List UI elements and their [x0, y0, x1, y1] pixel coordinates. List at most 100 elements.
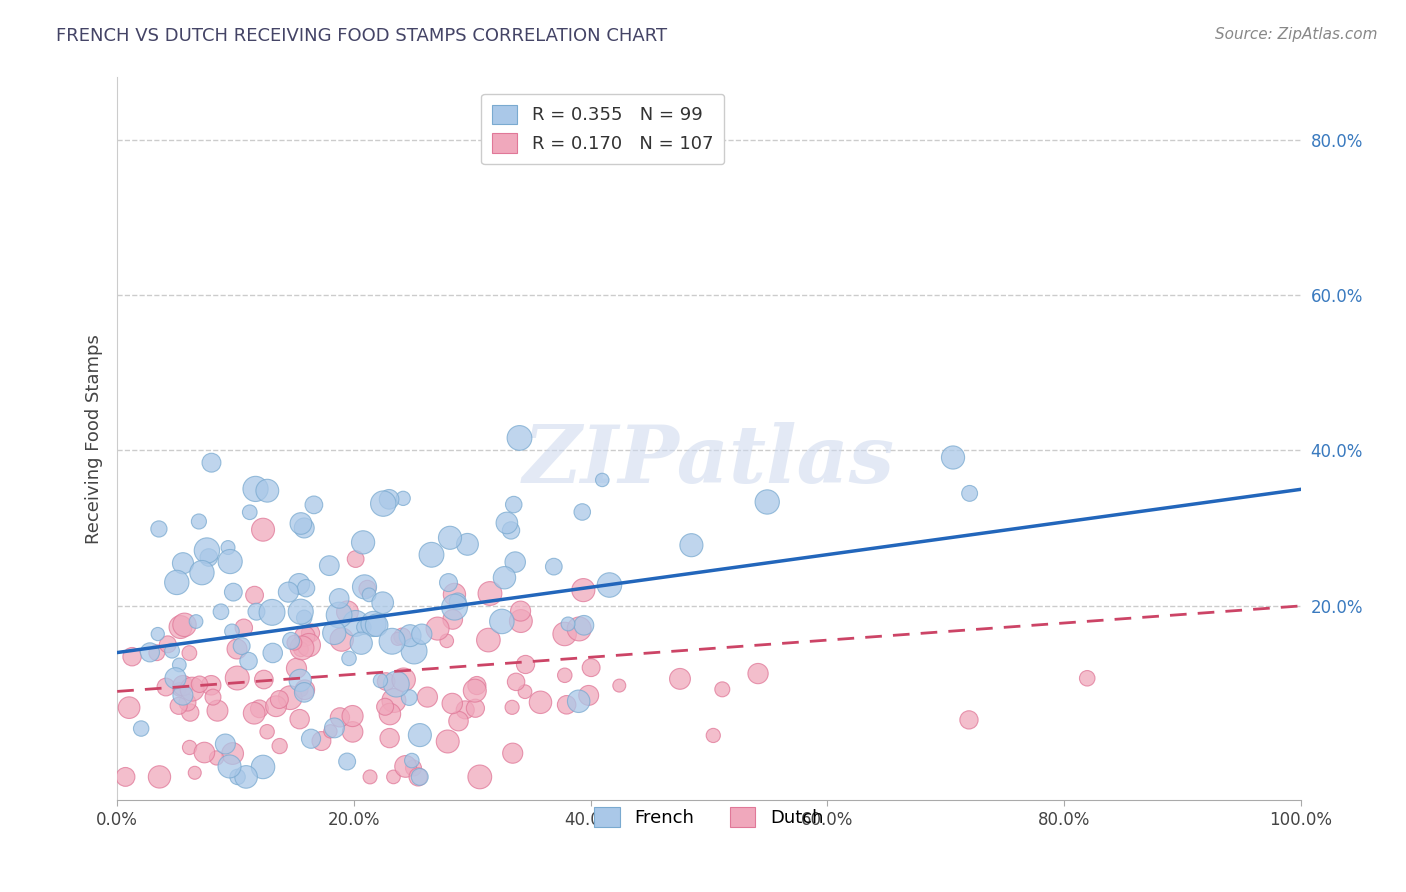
Point [409, 728, 432, 742]
Point [294, 682, 316, 697]
Point [278, 690, 301, 705]
Point [439, 531, 461, 545]
Point [191, 566, 214, 580]
Point [959, 486, 981, 500]
Point [172, 556, 194, 570]
Point [311, 734, 333, 748]
Point [118, 700, 141, 714]
Y-axis label: Receiving Food Stamps: Receiving Food Stamps [86, 334, 103, 544]
Point [420, 548, 443, 562]
Point [456, 537, 478, 551]
Point [378, 492, 401, 507]
Point [294, 629, 316, 643]
Point [290, 642, 312, 657]
Point [245, 605, 267, 619]
Point [252, 523, 274, 537]
Point [243, 588, 266, 602]
Point [437, 575, 460, 590]
Point [290, 605, 312, 619]
Point [323, 626, 346, 640]
Point [554, 627, 576, 641]
Point [352, 535, 374, 549]
Point [543, 559, 565, 574]
Point [477, 633, 499, 648]
Point [205, 751, 228, 765]
Point [121, 649, 143, 664]
Point [292, 611, 315, 625]
Point [172, 679, 194, 693]
Point [264, 699, 287, 714]
Point [148, 522, 170, 536]
Point [247, 702, 270, 716]
Point [200, 678, 222, 692]
Point [392, 673, 415, 687]
Point [226, 671, 249, 685]
Point [391, 630, 413, 644]
Point [1076, 671, 1098, 685]
Point [496, 516, 519, 530]
Point [221, 747, 243, 761]
Point [201, 690, 224, 705]
Point [515, 657, 537, 672]
Point [318, 558, 340, 573]
Point [188, 677, 211, 691]
Point [330, 632, 353, 647]
Point [292, 521, 315, 535]
Point [443, 600, 465, 615]
Point [167, 698, 190, 713]
Point [179, 740, 201, 755]
Point [465, 679, 488, 693]
Point [323, 721, 346, 735]
Point [146, 646, 169, 660]
Point [398, 690, 420, 705]
Point [329, 710, 352, 724]
Point [269, 692, 291, 706]
Point [245, 482, 267, 496]
Point [568, 622, 591, 636]
Point [681, 538, 703, 552]
Point [290, 673, 312, 688]
Point [139, 645, 162, 659]
Point [557, 616, 579, 631]
Text: FRENCH VS DUTCH RECEIVING FOOD STAMPS CORRELATION CHART: FRENCH VS DUTCH RECEIVING FOOD STAMPS CO… [56, 27, 668, 45]
Point [195, 543, 218, 558]
Point [184, 765, 207, 780]
Point [529, 695, 551, 709]
Point [226, 642, 249, 657]
Point [411, 627, 433, 641]
Point [509, 614, 531, 628]
Point [253, 673, 276, 687]
Point [218, 759, 240, 773]
Point [447, 594, 470, 608]
Point [702, 728, 724, 742]
Point [187, 515, 209, 529]
Point [399, 629, 422, 643]
Point [169, 620, 191, 634]
Point [262, 646, 284, 660]
Point [200, 456, 222, 470]
Legend: French, Dutch: French, Dutch [588, 800, 831, 835]
Point [226, 770, 249, 784]
Point [173, 617, 195, 632]
Point [221, 624, 243, 639]
Point [373, 497, 395, 511]
Point [291, 640, 314, 655]
Point [454, 703, 477, 717]
Point [464, 701, 486, 715]
Point [494, 571, 516, 585]
Point [502, 746, 524, 760]
Point [501, 700, 523, 714]
Point [669, 672, 692, 686]
Point [219, 555, 242, 569]
Point [328, 591, 350, 606]
Point [513, 684, 536, 698]
Point [756, 495, 779, 509]
Point [235, 770, 257, 784]
Point [371, 596, 394, 610]
Point [382, 693, 405, 707]
Point [165, 671, 187, 685]
Text: ZIPatlas: ZIPatlas [523, 422, 896, 500]
Point [359, 770, 381, 784]
Point [591, 473, 613, 487]
Text: Source: ZipAtlas.com: Source: ZipAtlas.com [1215, 27, 1378, 42]
